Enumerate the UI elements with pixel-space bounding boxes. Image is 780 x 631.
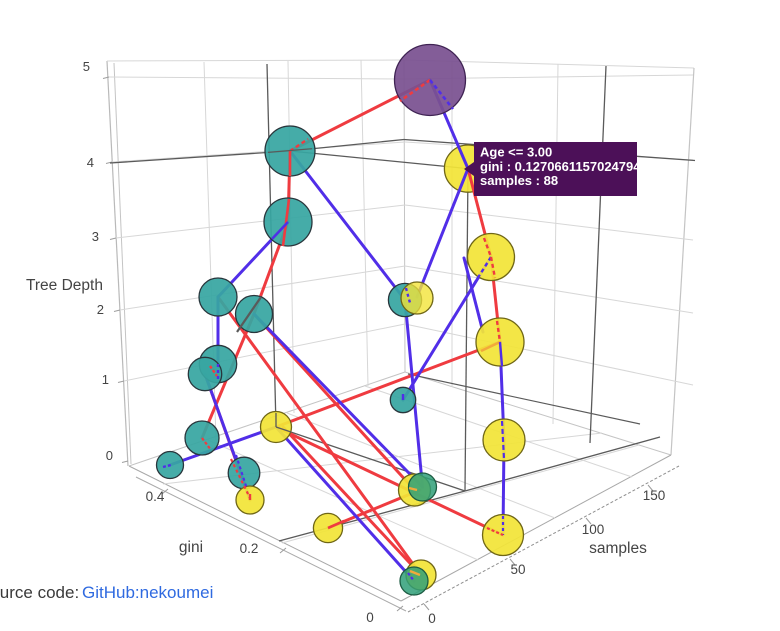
svg-text:samples : 88: samples : 88	[480, 173, 558, 188]
svg-text:4: 4	[87, 155, 94, 170]
svg-text:samples: samples	[589, 540, 647, 557]
svg-text:150: 150	[643, 488, 666, 503]
svg-text:0: 0	[428, 611, 436, 626]
svg-text:gini: gini	[179, 539, 203, 556]
svg-text:0: 0	[366, 610, 374, 625]
svg-text:0.2: 0.2	[240, 541, 259, 556]
svg-text:1: 1	[102, 372, 109, 387]
svg-text:0.4: 0.4	[146, 489, 165, 504]
svg-text:0: 0	[106, 448, 113, 463]
svg-text:2: 2	[97, 302, 104, 317]
svg-text:Age <= 3.00: Age <= 3.00	[480, 145, 552, 160]
svg-text:gini : 0.1270661157024794: gini : 0.1270661157024794	[480, 159, 641, 174]
svg-text:Source code:: Source code:	[0, 583, 79, 602]
svg-text:100: 100	[582, 522, 605, 537]
svg-text:Tree Depth: Tree Depth	[26, 277, 103, 294]
svg-text:GitHub:nekoumei: GitHub:nekoumei	[82, 583, 213, 602]
svg-text:5: 5	[83, 59, 90, 74]
svg-text:3: 3	[92, 229, 99, 244]
svg-text:50: 50	[510, 562, 525, 577]
